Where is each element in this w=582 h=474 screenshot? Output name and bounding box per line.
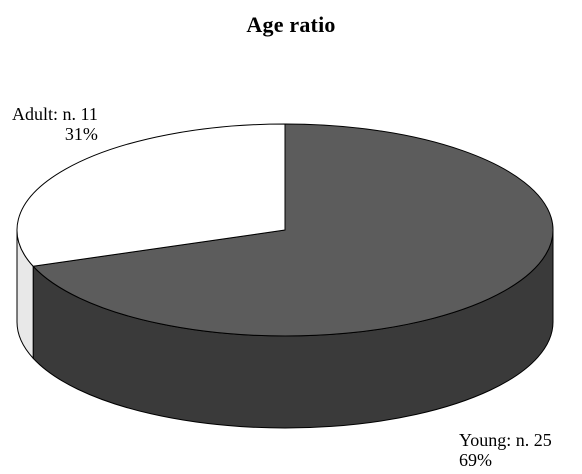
- slice-label-adult-percent: 31%: [64, 124, 98, 144]
- slice-label-adult-count: Adult: n. 11: [12, 104, 98, 124]
- slice-label-adult: Adult: n. 11 31%: [12, 104, 98, 144]
- pie-slice-adult: [16, 123, 286, 267]
- slice-label-young-count: Young: n. 25: [459, 430, 552, 450]
- chart-title: Age ratio: [246, 12, 336, 37]
- slice-label-young: Young: n. 25 69%: [459, 430, 552, 470]
- pie-tops: [16, 123, 554, 337]
- slice-label-young-percent: 69%: [459, 450, 492, 470]
- pie-slice-young: [32, 123, 554, 337]
